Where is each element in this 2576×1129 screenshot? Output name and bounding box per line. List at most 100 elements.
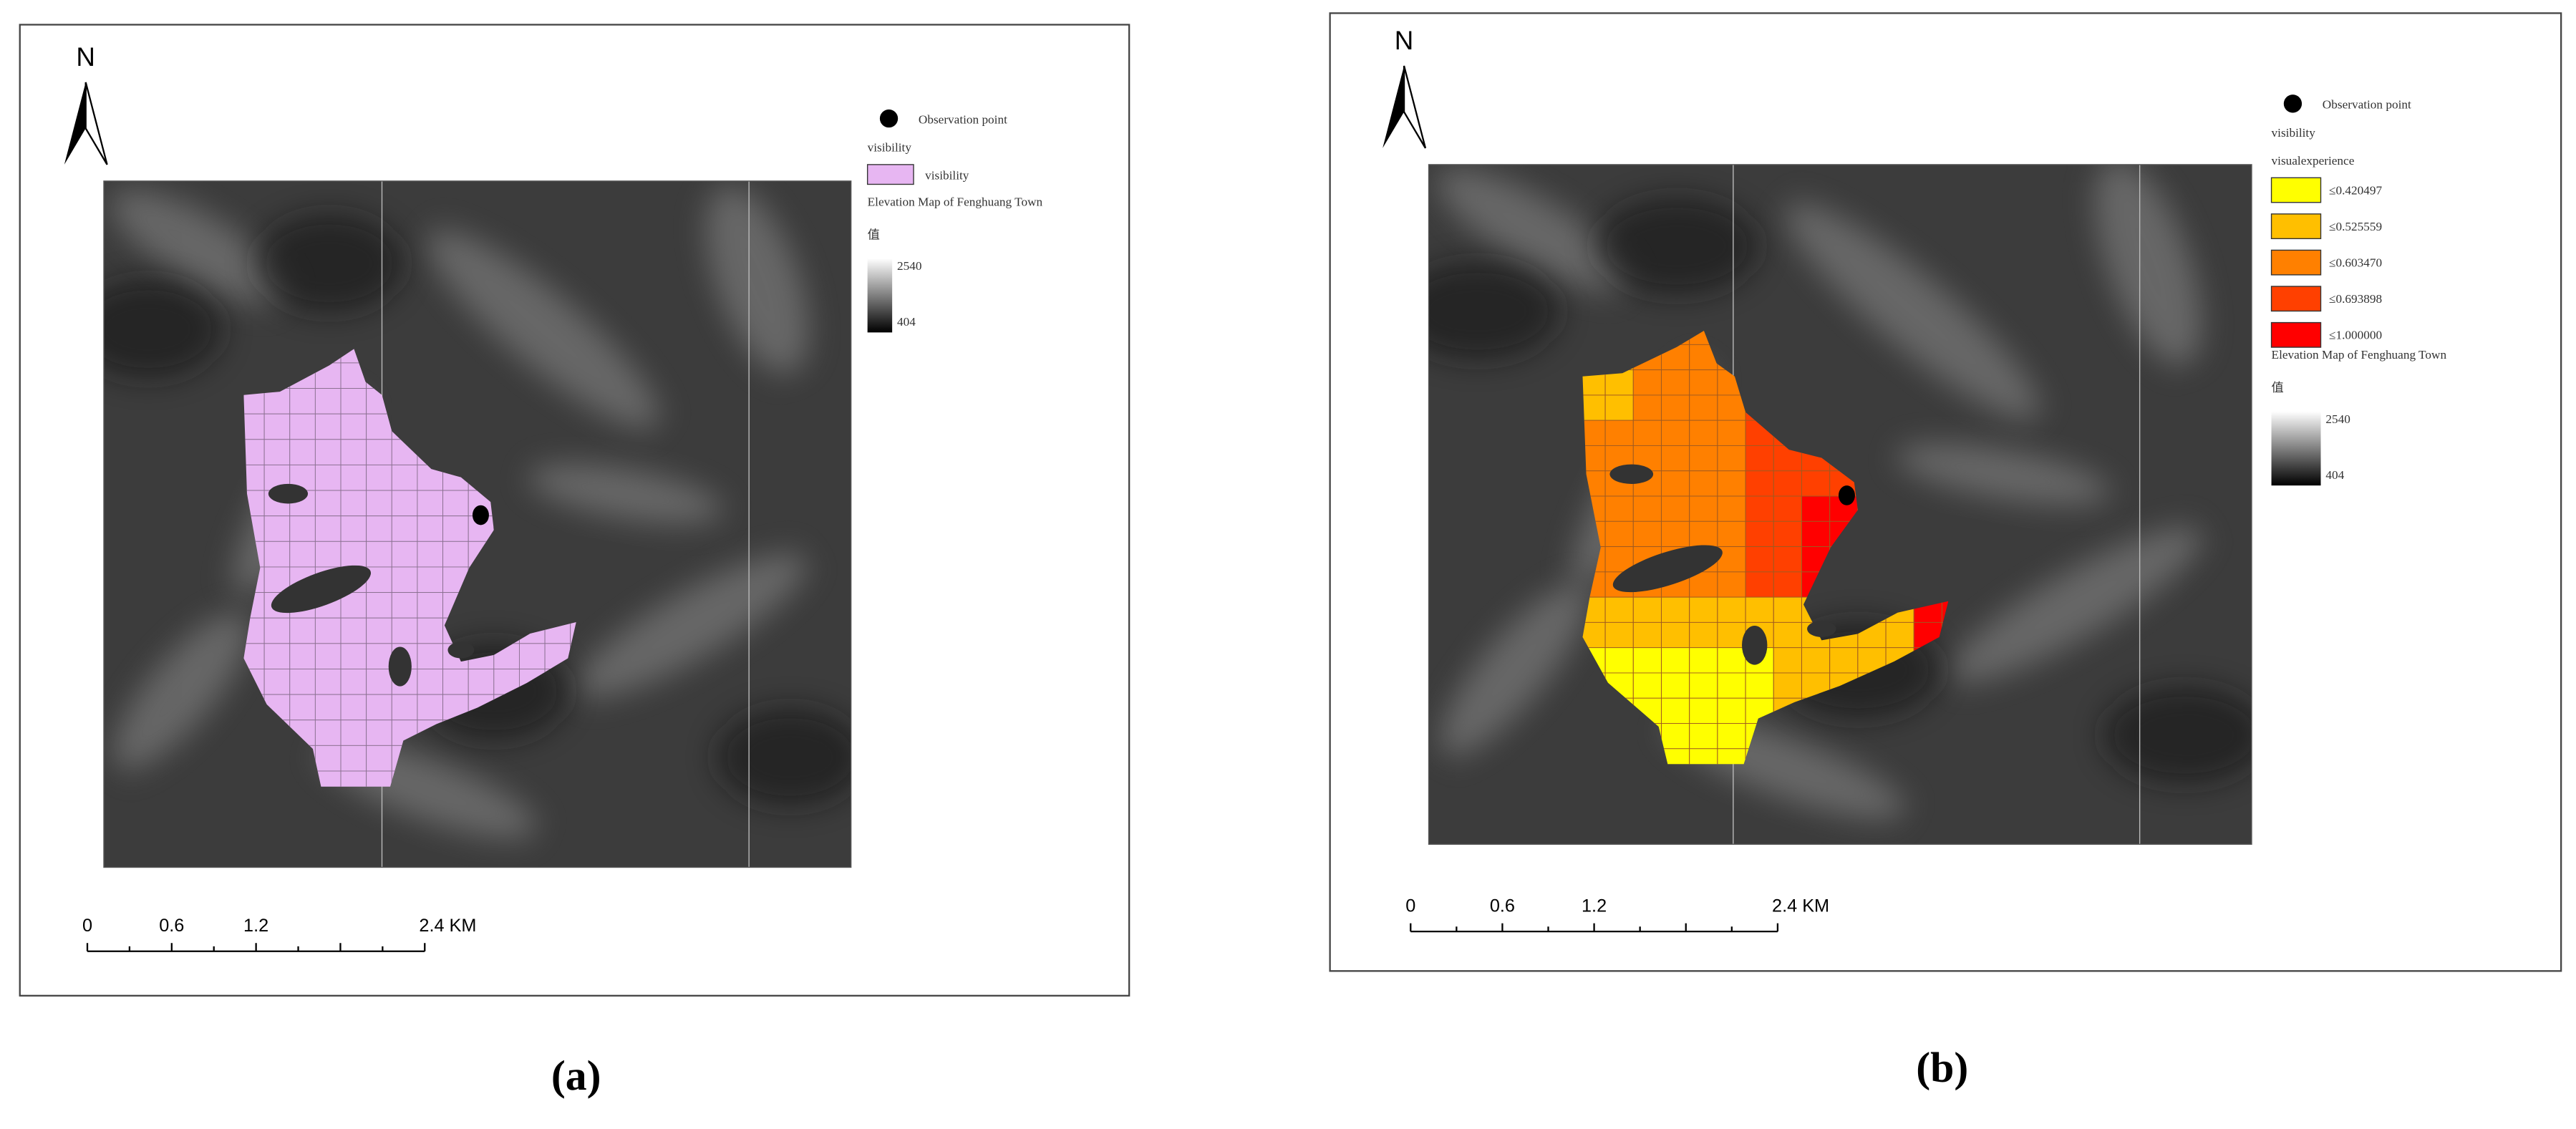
visibility-cell (1689, 596, 1718, 623)
terrain-valley (103, 279, 223, 379)
visibility-cell (1604, 394, 1634, 421)
visibility-cell (1604, 621, 1634, 649)
terrain-valley (1428, 262, 1559, 361)
terrain-valley (2103, 686, 2252, 785)
legend-layer: visibility (868, 140, 912, 154)
visibility-cell (1689, 621, 1718, 649)
visibility-cell (1773, 470, 1802, 497)
visibility-cell (442, 669, 469, 695)
visibility-cell (1632, 420, 1662, 446)
map (1428, 164, 2252, 845)
panel-label: (b) (1916, 1043, 1968, 1090)
visibility-cell (366, 745, 392, 772)
panel-label: (a) (551, 1052, 601, 1099)
north-arrow (84, 82, 108, 165)
terrain-valley (716, 707, 851, 807)
terrain-ridge (112, 612, 250, 770)
legend-elevation-min: 404 (897, 315, 916, 329)
visibility-cell (340, 439, 367, 465)
legend-item: ≤0.525559 (2329, 220, 2382, 233)
map-border (103, 180, 852, 868)
legend-elevation-field: 值 (2272, 381, 2284, 395)
visibility-cell (1689, 723, 1718, 750)
visibility-cell (1745, 596, 1774, 623)
visibility-cell (1660, 697, 1690, 724)
visibility-cell (263, 643, 291, 669)
visibility-cell (1717, 470, 1746, 497)
visibility-cell (314, 719, 342, 746)
visibility-cell (366, 643, 392, 669)
visibility-cell (1745, 571, 1774, 598)
hidden-area (1612, 545, 1723, 593)
north-label: N (1395, 26, 1414, 55)
visibility-cell (314, 439, 342, 465)
visibility-cell (1689, 697, 1718, 724)
visibility-cell (468, 669, 495, 695)
visibility-cell (340, 515, 367, 542)
scale-label: 1.2 (243, 916, 268, 936)
visibility-cell (314, 694, 342, 721)
north-label: N (76, 42, 95, 72)
visibility-cell (1829, 647, 1859, 674)
terrain-ridge (705, 185, 809, 374)
visibility-cell (366, 719, 392, 746)
visibility-cell (417, 617, 444, 644)
visibility-cell (340, 617, 367, 644)
legend-elevation-title: Elevation Map of Fenghuang Town (2272, 348, 2447, 362)
visibility-cell (314, 413, 342, 440)
visibility-cell (1717, 571, 1746, 598)
visibility-cell (289, 669, 316, 695)
north-arrow (1383, 65, 1405, 148)
visibility-cell (442, 541, 469, 568)
visibility-cell (314, 617, 342, 644)
visibility-cell (417, 592, 444, 619)
visibility-cell (314, 388, 342, 415)
visibility-cell (1689, 647, 1718, 674)
visibility-cell (1660, 369, 1690, 396)
hidden-area (1609, 464, 1654, 484)
visibility-cell (1632, 394, 1662, 421)
visibility-cell (391, 490, 418, 517)
visibility-cell (1689, 571, 1718, 598)
visibility-cell (366, 694, 392, 721)
map-border (1428, 164, 2252, 845)
panel-frame (19, 24, 1130, 997)
legend-elevation-max: 2540 (2325, 412, 2350, 426)
legend-elevation-title: Elevation Map of Fenghuang Town (868, 195, 1043, 208)
visibility-cell (1632, 647, 1662, 674)
visibility-cell (417, 490, 444, 517)
visibility-cell (1632, 596, 1662, 623)
scale-label: 0 (82, 916, 92, 936)
terrain-ridge (528, 464, 723, 524)
legend-swatch (2270, 177, 2322, 203)
visibility-cell (1689, 369, 1718, 396)
terrain-ridge (1439, 583, 1589, 756)
visibility-cell (1604, 420, 1634, 446)
visibility-cell (366, 592, 392, 619)
visibility-cell (314, 745, 342, 772)
terrain-ridge (2095, 164, 2202, 366)
visibility-cell (1717, 445, 1746, 472)
visibility-cell (263, 617, 291, 644)
visibility-cell (263, 413, 291, 440)
visibility-cell (1801, 495, 1831, 522)
visibility-cell (1717, 394, 1746, 421)
visibility-cell (1941, 596, 1949, 623)
visibility-cell (1745, 546, 1774, 573)
visibility-cell (1689, 520, 1718, 548)
hidden-area (1742, 625, 1768, 665)
scale-label: 0.6 (1490, 896, 1515, 916)
visibility-cell (1660, 672, 1690, 699)
legend-item: ≤1.000000 (2329, 329, 2382, 342)
terrain-ridge (1896, 443, 2111, 505)
visibility-cell (1689, 394, 1718, 421)
visibility-cell (1660, 495, 1690, 522)
terrain-valley (255, 213, 404, 313)
hidden-area (271, 565, 372, 614)
visibility-cell (340, 541, 367, 568)
visibility-cell (417, 566, 444, 593)
visibility-cell (1632, 520, 1662, 548)
visibility-cell (417, 643, 444, 669)
hidden-area (447, 641, 475, 659)
visibility-cell (518, 643, 546, 669)
